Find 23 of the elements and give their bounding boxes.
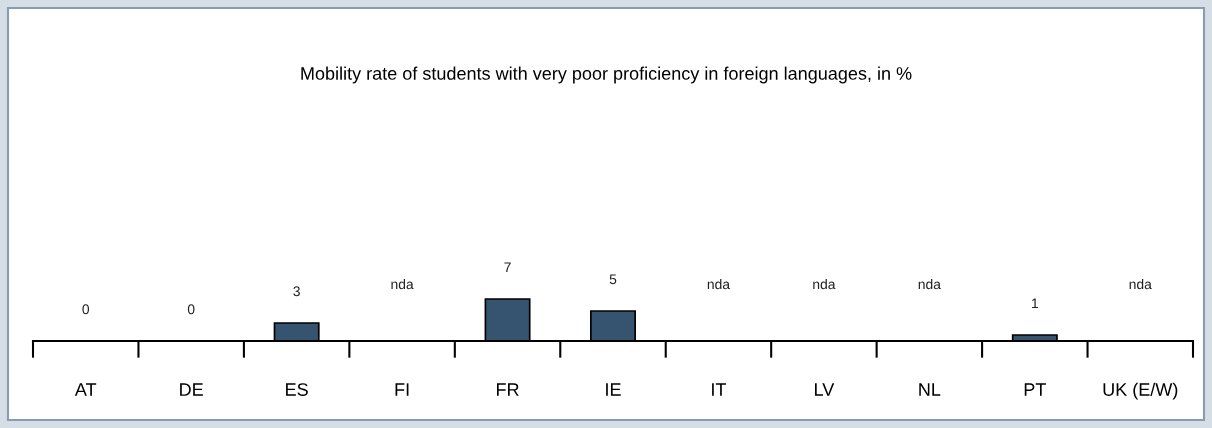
data-label: 1 <box>1032 298 1038 309</box>
data-label: 7 <box>504 262 511 273</box>
x-tick-label: NL <box>919 383 941 396</box>
x-tick-label: DE <box>180 383 203 396</box>
text: nda <box>1129 278 1152 290</box>
x-tick-label: AT <box>74 383 97 396</box>
text: nda <box>813 278 836 290</box>
data-label: 0 <box>82 304 90 315</box>
x-tick-label: UK (E/W) <box>1103 382 1178 400</box>
text: nda <box>391 278 414 290</box>
chart-title: Mobility rate of students with very poor proficiency in foreign languages, in % <box>301 66 912 84</box>
x-tick-label: LV <box>815 383 835 396</box>
x-tick-label: FR <box>496 383 519 396</box>
x-tick-label: ES <box>286 383 308 396</box>
x-tick-label: IT <box>712 383 727 396</box>
x-tick-label: FI <box>395 383 409 396</box>
data-label: 0 <box>187 304 195 315</box>
x-tick-label: IE <box>606 383 621 396</box>
x-tick-label: PT <box>1024 383 1046 396</box>
text: nda <box>707 278 731 290</box>
text: nda <box>918 278 941 290</box>
data-label: 5 <box>609 274 617 285</box>
data-label: 3 <box>293 286 300 297</box>
